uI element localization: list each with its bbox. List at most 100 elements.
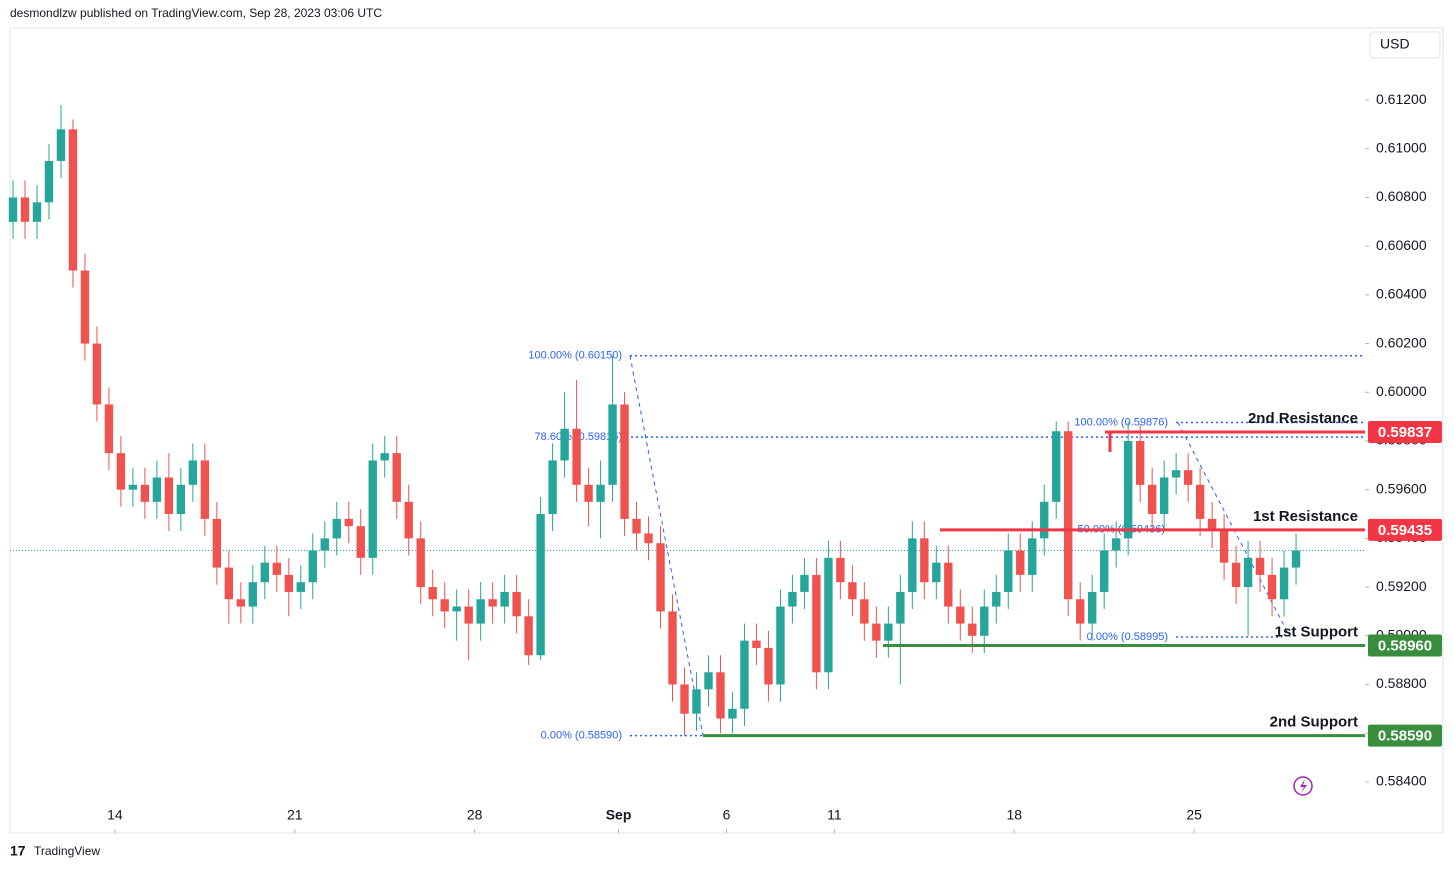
candle-body [80, 270, 90, 344]
candle-body [968, 623, 977, 636]
candle-body [188, 460, 198, 485]
level-badge [1368, 420, 1442, 443]
candle-body [1016, 550, 1025, 575]
candle-body [872, 623, 881, 641]
level-name: 1st Support [1275, 623, 1358, 640]
candle-body [116, 453, 126, 490]
candle-body [1267, 574, 1277, 600]
candle-body [428, 587, 437, 600]
x-tick-label: Sep [606, 807, 632, 823]
logo-mark: 17 [10, 843, 26, 859]
candle-body [356, 526, 365, 558]
candle-body [224, 567, 234, 600]
candle-body [104, 404, 114, 454]
candle-body [572, 428, 581, 485]
brand-logo: 17 [10, 843, 26, 859]
candle-body [1088, 591, 1097, 624]
candle-body [140, 484, 150, 502]
candle-body [836, 557, 845, 583]
candle-body [1207, 518, 1217, 532]
candle-body [1040, 501, 1049, 539]
fib-label: 0.00% (0.58995) [1087, 631, 1168, 643]
y-tick-label: 0.60400 [1376, 286, 1427, 302]
alert-icon[interactable] [1293, 776, 1313, 796]
candle-body [1028, 538, 1037, 575]
candle-body [452, 606, 461, 612]
candle-body [956, 606, 965, 624]
candle-body [944, 562, 953, 607]
x-tick-label: 18 [1006, 807, 1022, 823]
header: desmondlzw published on TradingView.com,… [10, 6, 382, 20]
candle-body [608, 404, 617, 485]
candle-body [992, 591, 1001, 607]
candle-body [896, 591, 905, 624]
level-badge [1368, 724, 1442, 747]
candle-body [128, 484, 138, 490]
candle-body [680, 684, 689, 714]
candle-body [824, 557, 833, 673]
candle-body [524, 616, 533, 656]
candle-body [752, 640, 761, 648]
candle-body [920, 538, 929, 583]
candle-body [488, 599, 497, 607]
level-name: 2nd Resistance [1248, 410, 1358, 427]
x-tick-label: 11 [827, 807, 842, 823]
candle-body [704, 672, 713, 690]
candle-body [296, 582, 305, 592]
candle-body [1183, 470, 1193, 485]
brand: TradingView [34, 844, 100, 858]
candle-body [32, 202, 42, 222]
candle-body [1291, 550, 1301, 568]
level-value: 0.59435 [1378, 522, 1432, 539]
candle-body [860, 599, 869, 624]
candle-body [740, 640, 749, 709]
candle-body [620, 404, 629, 519]
candle-body [1099, 550, 1109, 592]
candle-body [200, 460, 210, 519]
candle-body [500, 591, 509, 607]
candle-body [884, 623, 893, 641]
candle-body [692, 689, 701, 714]
candle-body [68, 129, 78, 271]
candle-body [416, 538, 425, 588]
y-tick-label: 0.61200 [1376, 91, 1427, 107]
candle-body [1052, 431, 1061, 502]
candle-body [536, 514, 545, 656]
y-tick-label: 0.60000 [1376, 383, 1427, 399]
candle-body [20, 197, 30, 222]
y-tick-label: 0.59200 [1376, 578, 1427, 594]
candle-body [440, 599, 449, 612]
level-value: 0.58960 [1378, 637, 1432, 654]
candle-body [584, 484, 593, 502]
x-tick-label: 21 [287, 807, 303, 823]
candle-body [776, 606, 785, 685]
level-name: 1st Resistance [1253, 508, 1358, 525]
candle-body [176, 484, 186, 515]
candle-body [596, 484, 605, 502]
fib-label: 100.00% (0.60150) [528, 350, 622, 362]
candle-body [8, 197, 18, 222]
candle-body [1255, 557, 1265, 575]
level-badge [1368, 518, 1442, 541]
candle-body [668, 611, 677, 685]
candle-body [908, 538, 917, 592]
candle-body [272, 562, 281, 575]
candle-body [476, 599, 485, 624]
candle-body [656, 543, 665, 612]
candle-body [152, 477, 162, 502]
candle-body [1147, 484, 1157, 515]
x-tick-label: 14 [107, 807, 123, 823]
level-name: 2nd Support [1270, 714, 1358, 731]
candle-body [548, 460, 557, 515]
candle-body [512, 591, 521, 617]
candle-body [92, 343, 102, 405]
candle-body [1076, 599, 1085, 624]
x-tick-label: 28 [467, 807, 483, 823]
candle-body [1279, 567, 1289, 600]
y-tick-label: 0.60200 [1376, 334, 1427, 350]
candle-body [260, 562, 270, 583]
currency-button[interactable] [1369, 31, 1441, 59]
y-tick-label: 0.61000 [1376, 139, 1427, 155]
candle-body [404, 501, 413, 539]
